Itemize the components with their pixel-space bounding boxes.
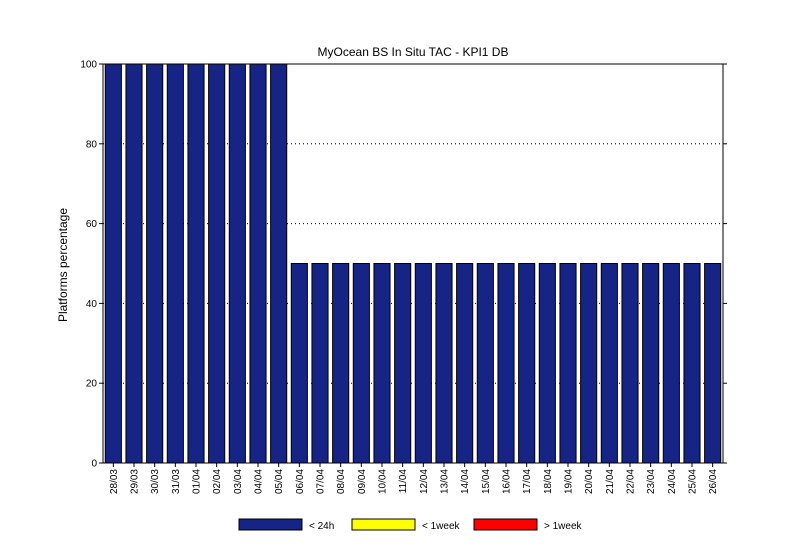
bar-24h-14 <box>394 263 412 464</box>
x-tick-label-24: 21/04 <box>605 469 616 494</box>
bar-24h-16 <box>435 263 453 464</box>
legend-label-1: < 1week <box>422 521 461 532</box>
legend-swatch-0 <box>238 518 303 531</box>
x-tick-label-4: 01/04 <box>192 469 203 494</box>
x-tick-label-5: 02/04 <box>212 469 223 494</box>
bar-24h-4 <box>187 63 205 464</box>
x-tick-label-27: 24/04 <box>667 469 678 494</box>
bar-24h-8 <box>270 63 288 464</box>
x-tick-label-14: 11/04 <box>398 469 409 494</box>
x-tick-label-2: 30/03 <box>150 469 161 494</box>
y-tick-label-3: 60 <box>86 219 98 230</box>
x-axis-ticks: 28/03 29/03 30/03 31/03 01/04 02/04 03/04 04/04… <box>109 463 719 494</box>
bar-24h-6 <box>228 63 246 464</box>
legend-swatch-1 <box>351 518 416 531</box>
bar-24h-1 <box>125 63 143 464</box>
x-tick-label-0: 28/03 <box>109 469 120 494</box>
bar-24h-28 <box>683 263 701 464</box>
bar-24h-15 <box>414 263 432 464</box>
bar-24h-12 <box>352 263 370 464</box>
y-tick-label-5: 100 <box>80 60 97 71</box>
bar-24h-0 <box>104 63 122 464</box>
chart-title: MyOcean BS In Situ TAC - KPI1 DB <box>318 45 509 59</box>
x-tick-label-12: 09/04 <box>357 469 368 494</box>
x-tick-label-10: 07/04 <box>316 469 327 494</box>
x-tick-label-21: 18/04 <box>543 469 554 494</box>
y-axis-ticks: 0 20 40 60 80 100 <box>80 60 727 470</box>
x-tick-label-9: 06/04 <box>295 469 306 494</box>
x-tick-label-29: 26/04 <box>708 469 719 494</box>
bar-24h-17 <box>456 263 474 464</box>
bar-24h-2 <box>146 63 164 464</box>
bar-24h-27 <box>662 263 680 464</box>
bar-24h-22 <box>559 263 577 464</box>
bar-24h-11 <box>332 263 350 464</box>
x-tick-label-28: 25/04 <box>688 469 699 494</box>
bar-24h-5 <box>208 63 226 464</box>
x-tick-label-7: 04/04 <box>254 469 265 494</box>
x-tick-label-18: 15/04 <box>481 469 492 494</box>
legend: < 24h < 1week > 1week <box>238 518 583 532</box>
x-tick-label-22: 19/04 <box>564 469 575 494</box>
plot-frame <box>102 63 724 464</box>
bar-24h-23 <box>580 263 598 464</box>
bar-24h-29 <box>704 263 722 464</box>
legend-label-0: < 24h <box>309 521 334 532</box>
x-tick-label-6: 03/04 <box>233 469 244 494</box>
bars <box>104 63 722 464</box>
bar-24h-10 <box>311 263 329 464</box>
x-tick-label-3: 31/03 <box>171 469 182 494</box>
x-tick-label-25: 22/04 <box>626 469 637 494</box>
x-tick-label-19: 16/04 <box>502 469 513 494</box>
bar-24h-20 <box>518 263 536 464</box>
x-tick-label-20: 17/04 <box>522 469 533 494</box>
gridlines <box>103 143 723 384</box>
x-tick-label-13: 10/04 <box>378 469 389 494</box>
bar-24h-7 <box>249 63 267 464</box>
bar-24h-21 <box>538 263 556 464</box>
x-tick-label-16: 13/04 <box>440 469 451 494</box>
y-tick-label-4: 80 <box>86 139 98 150</box>
bar-24h-18 <box>476 263 494 464</box>
legend-swatch-2 <box>473 518 538 531</box>
bar-24h-25 <box>621 263 639 464</box>
x-tick-label-1: 29/03 <box>130 469 141 494</box>
x-tick-label-26: 23/04 <box>646 469 657 494</box>
y-axis-label: Platforms percentage <box>56 208 70 322</box>
bar-24h-9 <box>290 263 308 464</box>
bar-24h-13 <box>373 263 391 464</box>
y-tick-label-1: 20 <box>86 379 98 390</box>
bar-24h-24 <box>600 263 618 464</box>
y-tick-label-0: 0 <box>91 459 97 470</box>
x-tick-label-23: 20/04 <box>584 469 595 494</box>
x-tick-label-11: 08/04 <box>336 469 347 494</box>
legend-label-2: > 1week <box>544 521 583 532</box>
y-tick-label-2: 40 <box>86 299 98 310</box>
x-tick-label-8: 05/04 <box>274 469 285 494</box>
bar-24h-26 <box>642 263 660 464</box>
x-tick-label-17: 14/04 <box>460 469 471 494</box>
x-tick-label-15: 12/04 <box>419 469 430 494</box>
bar-24h-3 <box>166 63 184 464</box>
bar-24h-19 <box>497 263 515 464</box>
